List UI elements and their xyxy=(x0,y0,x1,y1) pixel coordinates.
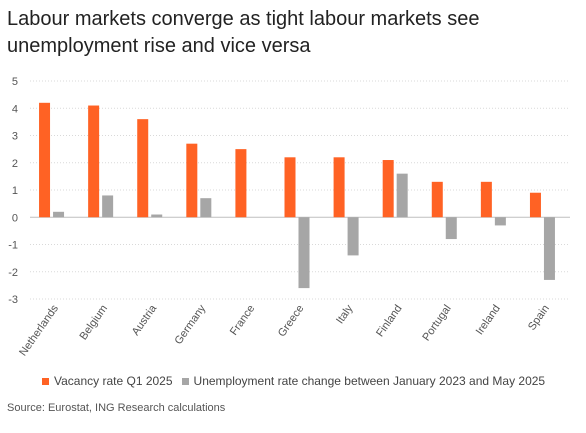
bar-unemployment xyxy=(53,211,65,218)
y-tick-label: 1 xyxy=(12,185,18,197)
legend-item-vacancy: Vacancy rate Q1 2025 xyxy=(42,374,173,388)
bar-unemployment xyxy=(200,198,212,218)
y-tick-label: 5 xyxy=(12,76,18,88)
bar-vacancy xyxy=(186,143,198,218)
bar-unemployment xyxy=(445,217,457,240)
bar-vacancy xyxy=(39,102,51,218)
x-tick-label: Austria xyxy=(130,302,160,338)
bar-vacancy xyxy=(235,149,247,218)
x-tick-label: Portugal xyxy=(420,303,453,343)
x-tick-label: Belgium xyxy=(77,303,110,342)
y-tick-label: -2 xyxy=(8,267,18,279)
legend-swatch-vacancy xyxy=(42,377,49,385)
y-tick-label: -3 xyxy=(8,294,18,306)
bar-unemployment xyxy=(102,195,114,218)
legend-swatch-unemployment xyxy=(181,377,189,385)
legend-label-unemployment: Unemployment rate change between January… xyxy=(193,374,546,388)
source-note: Source: Eurostat, ING Research calculati… xyxy=(7,402,226,414)
legend-label-vacancy: Vacancy rate Q1 2025 xyxy=(54,374,173,388)
y-tick-label: 2 xyxy=(12,158,18,170)
bar-unemployment xyxy=(347,217,359,256)
bar-unemployment xyxy=(543,217,555,280)
legend-item-unemployment: Unemployment rate change between January… xyxy=(181,374,546,388)
bar-unemployment xyxy=(494,217,506,226)
bar-vacancy xyxy=(382,160,394,218)
x-tick-label: Spain xyxy=(526,303,552,333)
bar-vacancy xyxy=(431,181,443,218)
y-tick-label: 0 xyxy=(12,212,18,224)
bar-vacancy xyxy=(137,119,149,218)
bar-vacancy xyxy=(529,192,541,218)
x-tick-label: Ireland xyxy=(474,303,503,337)
chart-title: Labour markets converge as tight labour … xyxy=(7,8,480,57)
x-tick-label: Italy xyxy=(334,302,356,326)
bar-unemployment xyxy=(396,173,408,218)
y-tick-label: -1 xyxy=(8,240,18,252)
y-tick-label: 4 xyxy=(12,103,18,115)
x-tick-label: France xyxy=(228,303,257,338)
bar-unemployment xyxy=(151,214,163,218)
bar-vacancy xyxy=(480,181,492,218)
bar-vacancy xyxy=(88,105,100,218)
bar-vacancy xyxy=(333,157,345,218)
bar-vacancy xyxy=(284,157,296,218)
legend: Vacancy rate Q1 2025 Unemployment rate c… xyxy=(42,374,554,388)
x-tick-label: Netherlands xyxy=(17,302,61,358)
x-tick-label: Greece xyxy=(276,303,307,339)
x-tick-label: Germany xyxy=(172,302,208,346)
x-tick-label: Finland xyxy=(374,303,405,339)
bar-unemployment xyxy=(298,217,310,289)
y-tick-label: 3 xyxy=(12,131,18,143)
